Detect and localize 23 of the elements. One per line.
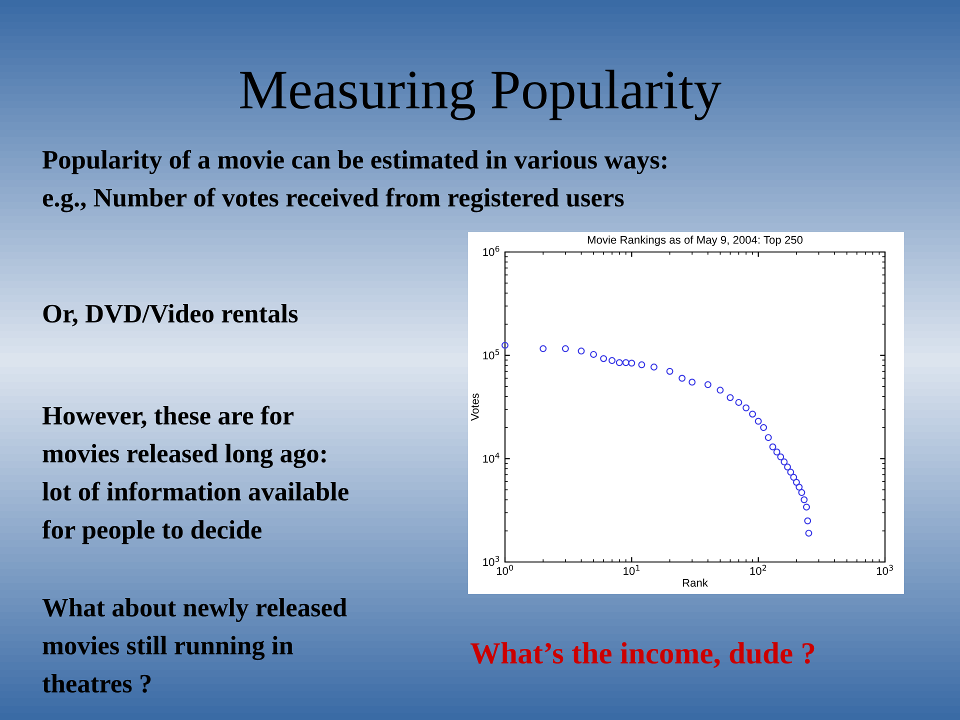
text: Popularity of a movie can be estimated in various ways: <box>42 150 666 174</box>
y-tick-label: 10$^{4}$ <box>483 452 500 463</box>
y-axis-title: Votes <box>471 394 479 421</box>
text: However, these are for <box>42 406 294 428</box>
y-tick-label: 10$^{6}$ <box>483 246 500 256</box>
x-tick-label: 10$^{3}$ <box>876 564 893 575</box>
text: Measuring Popularity <box>240 70 722 120</box>
text: movies released long ago: <box>42 444 326 468</box>
y-tick-label: 10$^{3}$ <box>483 556 500 566</box>
text: lot of information available <box>42 482 348 501</box>
text: for people to decide <box>42 520 262 544</box>
text: Or, DVD/Video rentals <box>43 304 298 326</box>
x-tick-label: 10$^{0}$ <box>496 564 514 575</box>
x-tick-label: 10$^{1}$ <box>624 564 640 575</box>
y-tick-label: 10$^{5}$ <box>483 349 500 360</box>
text: movies still running in <box>42 636 294 660</box>
x-axis-title: Rank <box>682 578 708 587</box>
text: e.g., Number of votes received from registered users <box>42 188 624 212</box>
chart-title: Movie Rankings as of May 9, 2004: Top 250 <box>588 236 803 246</box>
text: What about newly released <box>42 598 347 622</box>
text: What’s the income, dude ? <box>470 642 814 668</box>
text: theatres ? <box>42 674 151 693</box>
x-tick-label: 10$^{2}$ <box>750 564 766 575</box>
